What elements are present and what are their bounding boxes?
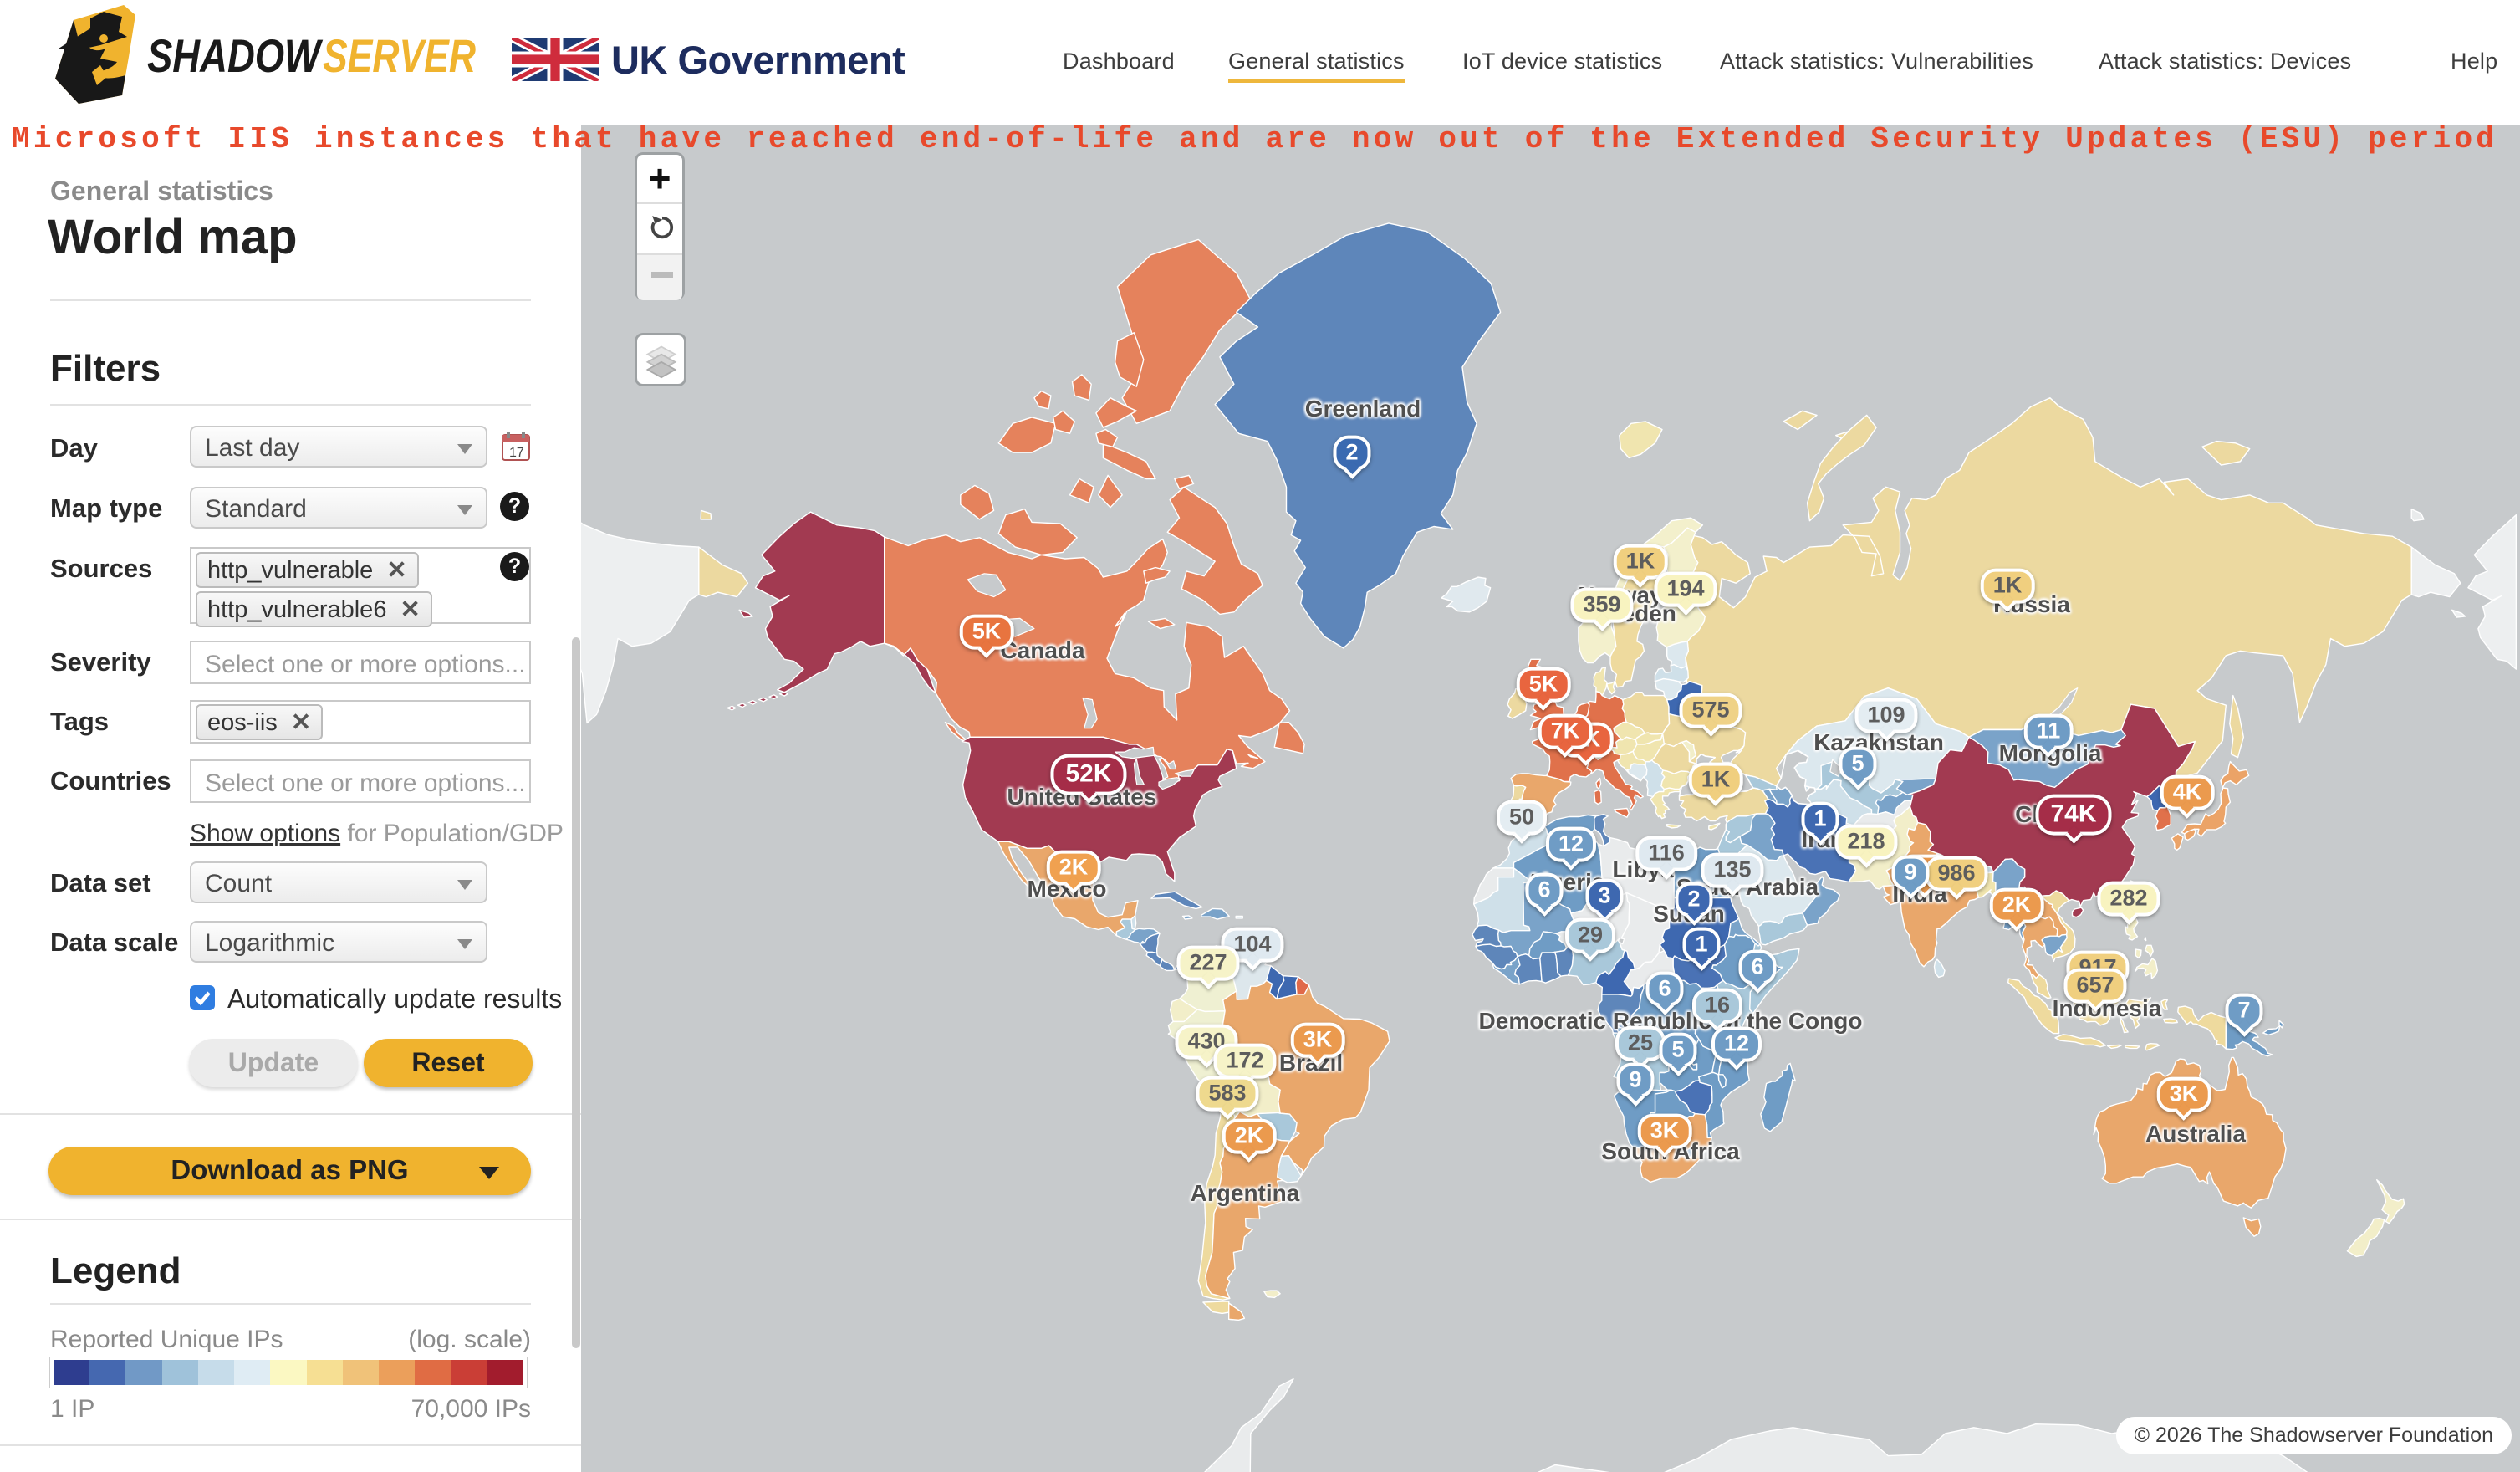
svg-text:SHADOW: SHADOW: [147, 29, 323, 82]
svg-text:SERVER: SERVER: [323, 29, 476, 82]
svg-text:17: 17: [509, 446, 524, 460]
